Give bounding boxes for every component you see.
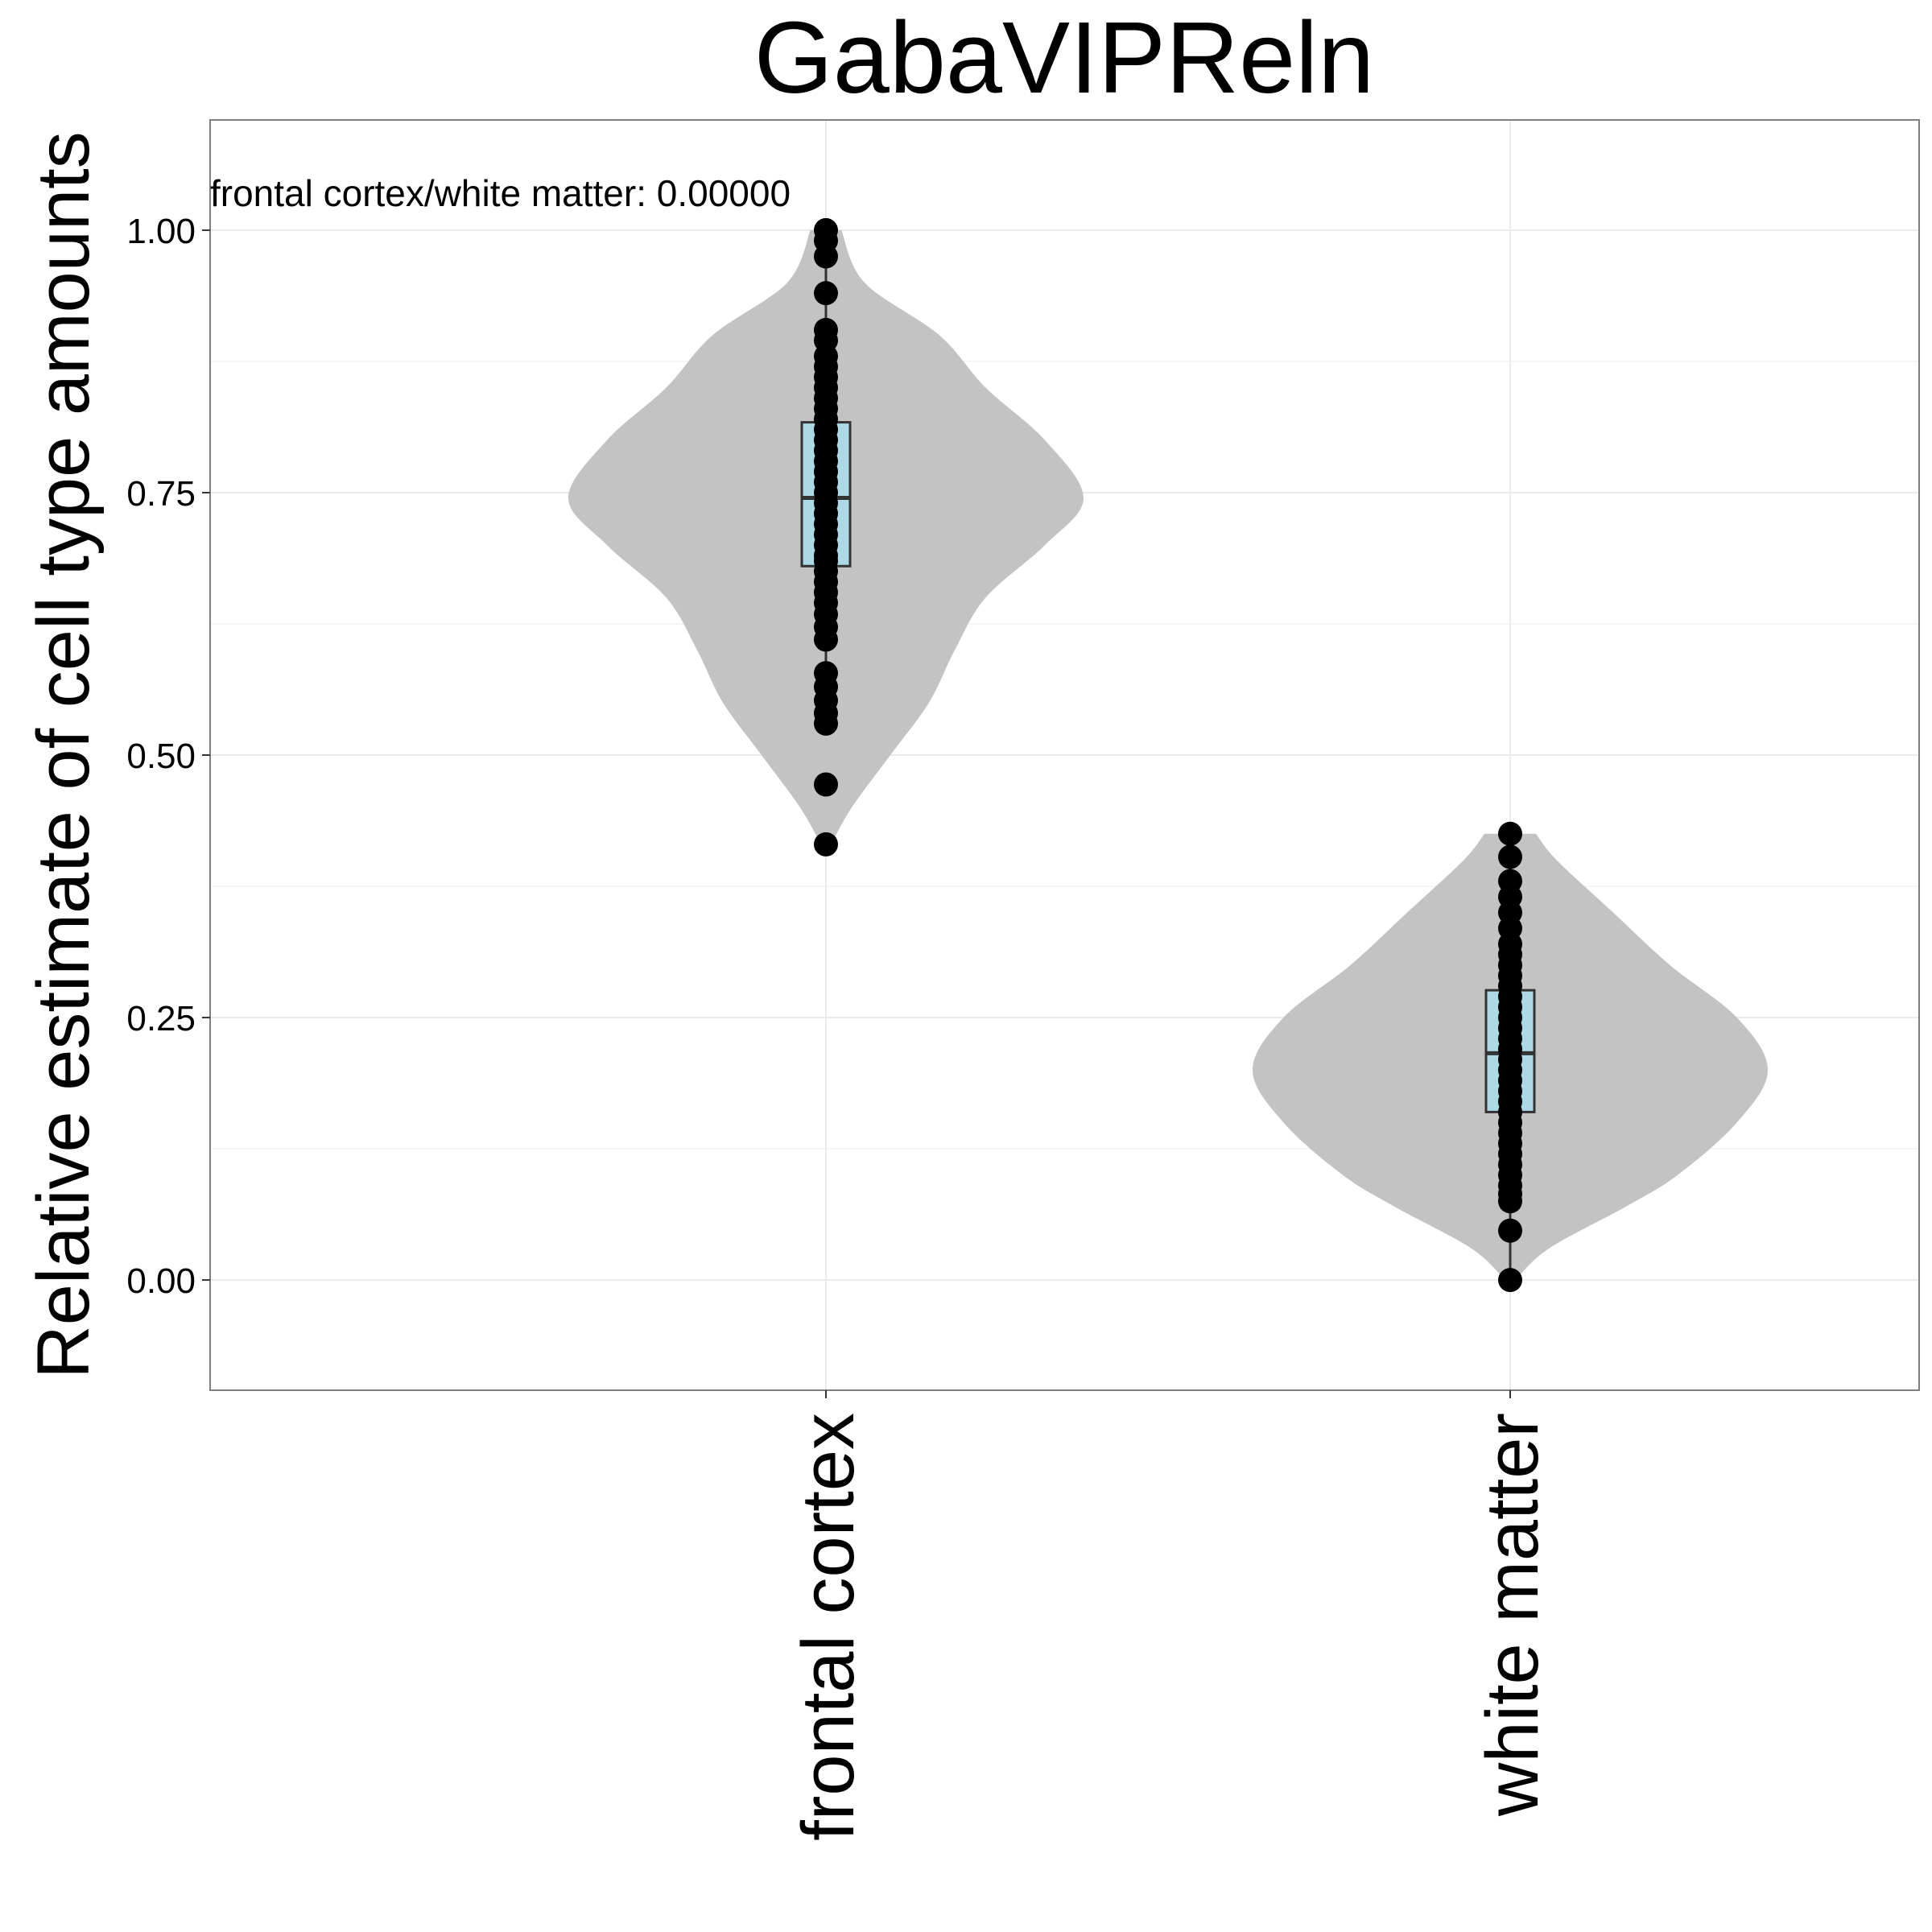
data-point xyxy=(814,217,838,242)
x-tick-label: frontal cortex xyxy=(787,1413,869,1841)
data-point xyxy=(814,772,838,797)
x-axis-ticks: frontal cortex white matter xyxy=(787,1390,1554,1841)
y-tick-label: 1.00 xyxy=(126,212,196,251)
y-tick-label: 0.00 xyxy=(126,1261,196,1301)
data-point xyxy=(814,661,838,686)
comparison-annotation: frontal cortex/white matter: 0.00000 xyxy=(210,172,791,214)
y-axis-ticks: 0.00 0.25 0.50 0.75 1.00 xyxy=(126,212,210,1301)
data-point xyxy=(1498,844,1522,869)
data-point xyxy=(814,281,838,306)
data-point xyxy=(1498,869,1522,894)
data-point xyxy=(1498,821,1522,846)
y-axis-label: Relative estimate of cell type amounts xyxy=(23,131,105,1378)
chart-title: GabaVIPReln xyxy=(754,1,1374,114)
x-tick-label: white matter xyxy=(1472,1413,1554,1817)
data-point xyxy=(814,317,838,342)
data-point xyxy=(814,832,838,857)
y-tick-label: 0.75 xyxy=(126,474,196,514)
data-point xyxy=(1498,1218,1522,1243)
data-point xyxy=(1498,1268,1522,1293)
y-tick-label: 0.25 xyxy=(126,999,196,1038)
y-tick-label: 0.50 xyxy=(126,737,196,776)
data-points xyxy=(814,217,1522,1293)
